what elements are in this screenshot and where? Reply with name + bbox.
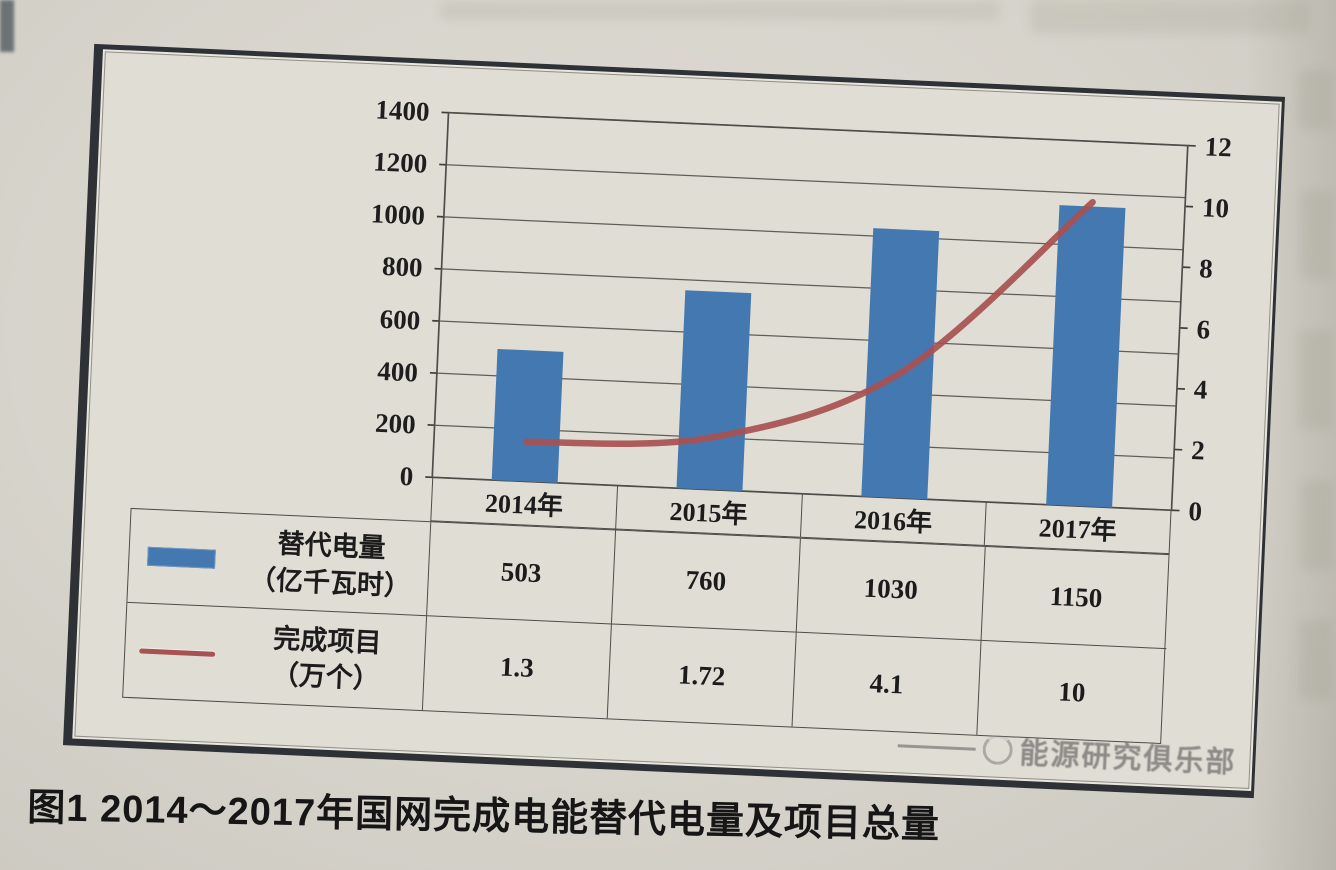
watermark: 能源研究俱乐部 [897, 724, 1238, 781]
ink-bleed-smudge [1300, 480, 1332, 570]
photo-corner-smudge [0, 0, 14, 52]
ink-bleed-smudge [1030, 0, 1310, 34]
table-value: 1.3 [422, 616, 612, 719]
bar-series-label: 替代电量 （亿千瓦时） [232, 524, 430, 605]
ink-bleed-smudge [1300, 190, 1332, 280]
right-axis-tick-label: 2 [1190, 435, 1206, 466]
figure-caption: 图1 2014～2017年国网完成电能替代电量及项目总量 [26, 786, 941, 847]
right-axis-tick-label: 8 [1198, 252, 1214, 284]
left-axis-tick-labels: 1400 1200 1000 800 600 400 200 0 [106, 52, 1279, 491]
bar [491, 348, 564, 483]
watermark-text: 能源研究俱乐部 [1018, 737, 1238, 780]
line-series-label: 完成项目 （万个） [228, 618, 426, 699]
left-axis-tick-label: 1400 [374, 94, 431, 127]
x-axis-label: 2016年 [800, 493, 987, 545]
right-axis-tick-labels: 12 10 8 6 4 2 0 [106, 52, 1279, 526]
left-axis-tick-label: 200 [374, 407, 417, 440]
right-axis-tick-label: 6 [1195, 313, 1211, 345]
line-series-path [523, 198, 1096, 447]
table-value: 1030 [796, 538, 986, 641]
table-value: 760 [611, 530, 801, 633]
bar-swatch-icon [147, 546, 216, 569]
bar [676, 290, 752, 492]
x-axis-label: 2017年 [1038, 513, 1118, 546]
line-series-unit: （万个） [271, 659, 381, 695]
table-value: 503 [427, 522, 617, 625]
left-axis-tick-label: 0 [399, 460, 414, 492]
figure-frame: 1400 1200 1000 800 600 400 200 0 12 10 8 6 4 2 0 2014… [62, 43, 1286, 799]
ink-bleed-smudge [1298, 330, 1332, 430]
right-axis-tick-label: 4 [1193, 374, 1209, 406]
ink-bleed-smudge [440, 2, 1000, 20]
left-axis-tick-label: 400 [376, 355, 419, 388]
legend-row-bar-series: 替代电量 （亿千瓦时） [127, 508, 432, 617]
line-swatch-icon [139, 647, 216, 657]
left-axis-tick-label: 1200 [372, 146, 428, 179]
legend-row-line-series: 完成项目 （万个） [123, 602, 428, 711]
table-value: 10 [1057, 675, 1087, 708]
line-series-key [125, 647, 229, 657]
right-axis-tick-label: 12 [1204, 131, 1233, 163]
right-axis-tick-label: 0 [1187, 495, 1203, 527]
table-value: 1.72 [607, 624, 797, 727]
bar [861, 228, 940, 500]
watermark-logo-icon [982, 734, 1014, 766]
table-value: 1150 [981, 546, 1171, 650]
chart-plot-svg [425, 111, 1196, 512]
bar-series-key [129, 546, 234, 570]
table-value: 4.1 [792, 632, 982, 735]
chart-canvas: 1400 1200 1000 800 600 400 200 0 12 10 8 6 4 2 0 2014… [74, 51, 1280, 789]
bar-series-unit: （亿千瓦时） [248, 563, 412, 601]
bar [1046, 205, 1126, 508]
left-axis-tick-label: 1000 [370, 198, 426, 231]
watermark-dash-icon [897, 743, 976, 751]
ink-bleed-smudge [1298, 70, 1332, 130]
left-axis-tick-label: 600 [379, 303, 421, 336]
right-axis-tick-label: 10 [1201, 192, 1230, 224]
ink-bleed-smudge [1298, 620, 1332, 700]
x-axis-label: 2014年 [431, 477, 618, 529]
x-axis-label: 2015年 [615, 485, 803, 537]
left-axis-tick-label: 800 [381, 251, 424, 284]
